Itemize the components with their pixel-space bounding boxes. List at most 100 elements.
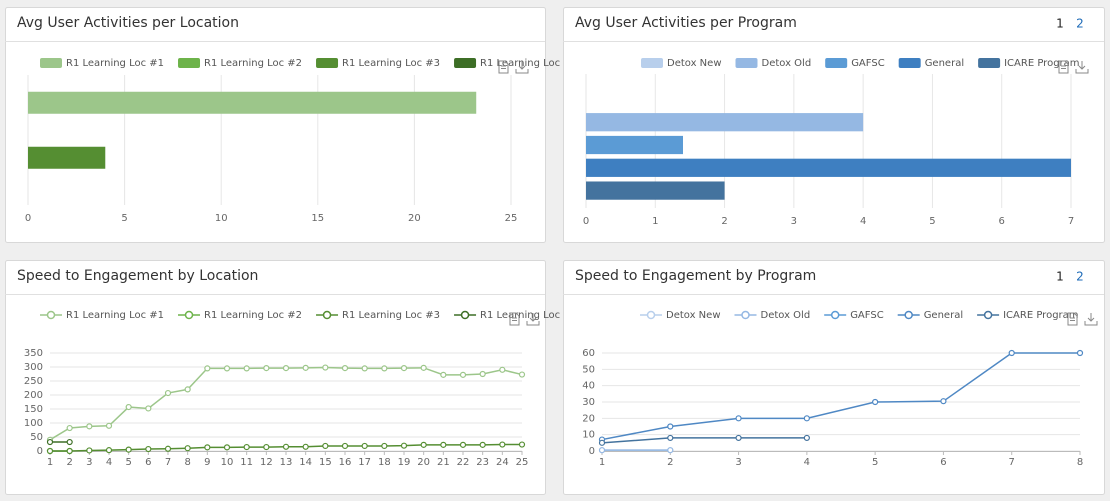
point[interactable] <box>518 371 526 378</box>
point[interactable] <box>46 438 54 446</box>
download-icon[interactable] <box>1075 61 1089 74</box>
point[interactable] <box>598 447 606 454</box>
point[interactable] <box>105 447 113 454</box>
point[interactable] <box>282 443 290 450</box>
point[interactable] <box>204 365 211 372</box>
page-link[interactable]: 2 <box>1076 270 1084 284</box>
point[interactable] <box>322 442 329 450</box>
point[interactable] <box>667 434 674 442</box>
legend-label[interactable]: ICARE Program <box>1004 58 1079 69</box>
legend-label[interactable]: ICARE Program <box>1003 310 1078 321</box>
legend-label[interactable]: GAFSC <box>851 58 885 69</box>
point[interactable] <box>400 442 408 449</box>
export-icon[interactable] <box>498 60 509 74</box>
page-link[interactable]: 1 <box>1056 270 1064 284</box>
legend-label[interactable]: Detox Old <box>761 310 811 321</box>
x-tick-label: 25 <box>516 457 529 468</box>
point[interactable] <box>322 364 329 371</box>
point[interactable] <box>803 434 810 442</box>
point[interactable] <box>243 365 250 372</box>
point[interactable] <box>66 424 73 432</box>
point[interactable] <box>46 447 54 455</box>
point[interactable] <box>302 364 309 371</box>
point[interactable] <box>66 438 73 446</box>
legend-label[interactable]: R1 Learning Loc #2 <box>204 58 302 69</box>
point[interactable] <box>459 441 467 448</box>
point[interactable] <box>105 422 113 429</box>
point[interactable] <box>479 441 486 448</box>
x-tick-label: 3 <box>735 457 741 468</box>
point[interactable] <box>667 447 674 454</box>
x-tick-label: 10 <box>221 457 234 468</box>
point[interactable] <box>499 366 506 373</box>
point[interactable] <box>459 371 467 378</box>
point[interactable] <box>361 365 368 372</box>
legend-label[interactable]: General <box>924 310 963 321</box>
point[interactable] <box>872 398 879 406</box>
legend-label[interactable]: Detox New <box>666 310 721 321</box>
download-icon[interactable] <box>526 313 540 326</box>
point[interactable] <box>420 441 427 448</box>
legend-label[interactable]: R1 Learning Loc #4 <box>480 58 578 69</box>
point[interactable] <box>341 365 349 372</box>
point[interactable] <box>125 446 132 453</box>
point[interactable] <box>66 447 73 455</box>
legend-label[interactable]: R1 Learning Loc #3 <box>342 58 440 69</box>
point[interactable] <box>381 365 388 372</box>
point[interactable] <box>223 365 231 372</box>
legend-label[interactable]: Detox New <box>667 58 722 69</box>
point[interactable] <box>184 445 191 452</box>
point[interactable] <box>341 442 349 450</box>
point[interactable] <box>302 443 309 450</box>
legend-label[interactable]: General <box>925 58 964 69</box>
point[interactable] <box>598 439 606 446</box>
point[interactable] <box>440 371 447 378</box>
download-icon[interactable] <box>1084 313 1098 326</box>
point[interactable] <box>1076 349 1084 357</box>
x-tick-label: 25 <box>505 213 518 224</box>
export-icon[interactable] <box>1058 60 1069 74</box>
legend-label[interactable]: R1 Learning Loc #3 <box>342 310 440 321</box>
point[interactable] <box>263 365 270 372</box>
point[interactable] <box>145 405 152 412</box>
point[interactable] <box>440 441 447 448</box>
legend-label[interactable]: R1 Learning Loc #4 <box>480 310 578 321</box>
page-link[interactable]: 1 <box>1056 17 1064 31</box>
point[interactable] <box>479 370 486 378</box>
point[interactable] <box>803 415 810 422</box>
point[interactable] <box>164 445 172 452</box>
point[interactable] <box>499 441 506 448</box>
point[interactable] <box>125 403 132 411</box>
legend-label[interactable]: R1 Learning Loc #1 <box>66 310 164 321</box>
point[interactable] <box>184 386 191 393</box>
point[interactable] <box>282 365 290 372</box>
point[interactable] <box>518 441 526 448</box>
panel-title: Avg User Activities per Program <box>575 15 797 31</box>
point[interactable] <box>204 444 211 451</box>
point[interactable] <box>86 447 93 454</box>
point[interactable] <box>361 442 368 450</box>
legend-label[interactable]: GAFSC <box>850 310 884 321</box>
point[interactable] <box>263 443 270 451</box>
legend-label[interactable]: Detox Old <box>762 58 812 69</box>
point[interactable] <box>145 445 152 453</box>
point[interactable] <box>667 423 674 430</box>
download-icon[interactable] <box>515 61 529 74</box>
legend-label[interactable]: R1 Learning Loc #1 <box>66 58 164 69</box>
export-icon[interactable] <box>1067 312 1078 326</box>
point[interactable] <box>243 443 250 451</box>
point[interactable] <box>735 415 742 422</box>
point[interactable] <box>420 364 427 371</box>
point[interactable] <box>1008 349 1015 357</box>
point[interactable] <box>164 389 172 397</box>
point[interactable] <box>735 434 742 442</box>
point[interactable] <box>381 442 388 450</box>
point[interactable] <box>940 398 947 405</box>
point[interactable] <box>223 444 231 451</box>
export-icon[interactable] <box>509 312 520 326</box>
legend-label[interactable]: R1 Learning Loc #2 <box>204 310 302 321</box>
point[interactable] <box>86 423 93 430</box>
page-link[interactable]: 2 <box>1076 17 1084 31</box>
point[interactable] <box>400 365 408 372</box>
